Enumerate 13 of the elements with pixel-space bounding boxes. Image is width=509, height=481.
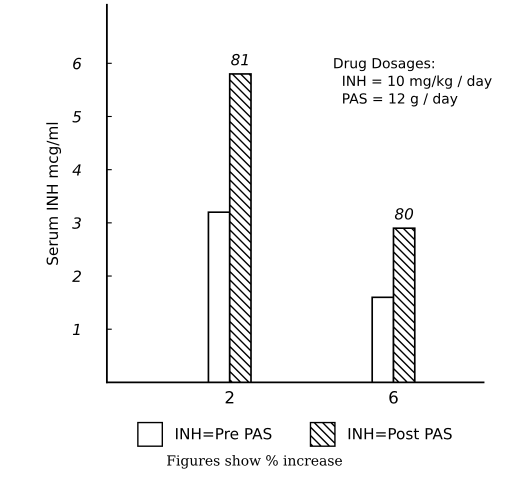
y-tick-label: 2 [72, 270, 81, 282]
legend-label: INH=Post PAS [348, 428, 452, 440]
annotation: 80 [394, 208, 414, 220]
y-tick-label: 6 [73, 58, 82, 70]
y-tick-label: 5 [72, 111, 82, 123]
y-axis-title: Serum INH mcg/ml [46, 122, 62, 265]
text: Figures show % increase [167, 454, 342, 469]
annotation: Drug Dosages: INH = 10 mg/kg / day PAS = 12 g / day [334, 58, 492, 106]
y-tick-label: 3 [72, 217, 81, 229]
legend-label: INH=Pre PAS [176, 428, 272, 440]
y-tick-label: 4 [72, 164, 81, 176]
annotation: 81 [231, 54, 248, 66]
y-tick-label: 1 [72, 324, 80, 336]
